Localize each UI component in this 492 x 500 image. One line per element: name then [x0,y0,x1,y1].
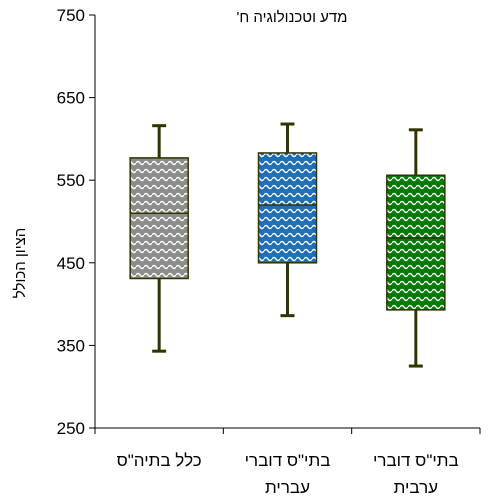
y-axis-label: הציון הכולל [12,228,29,299]
y-axis-ticks: 250 350 450 550 650 750 [57,6,95,438]
x-category-label: בתי"ס דוברי [373,451,459,470]
y-tick-label: 250 [57,419,85,438]
y-tick-label: 750 [57,6,85,25]
x-category-label: ערבית [394,478,439,497]
y-tick-label: 550 [57,171,85,190]
y-tick-label: 350 [57,336,85,355]
box [257,152,318,264]
box [129,157,189,280]
chart-title: מדע וטכנולוגיה ח' [236,9,347,26]
x-axis-labels: כלל בתיה"ס בתי"ס דוברי עברית בתי"ס דוברי ערב… [117,451,459,497]
y-tick-label: 650 [57,89,85,108]
x-category-label: בתי"ס דוברי [245,451,331,470]
x-category-label: עברית [265,478,310,497]
y-tick-label: 450 [57,254,85,273]
x-category-label: כלל בתיה"ס [117,451,202,470]
x-axis-ticks [94,428,481,434]
box [386,174,446,311]
box-series [129,122,446,368]
